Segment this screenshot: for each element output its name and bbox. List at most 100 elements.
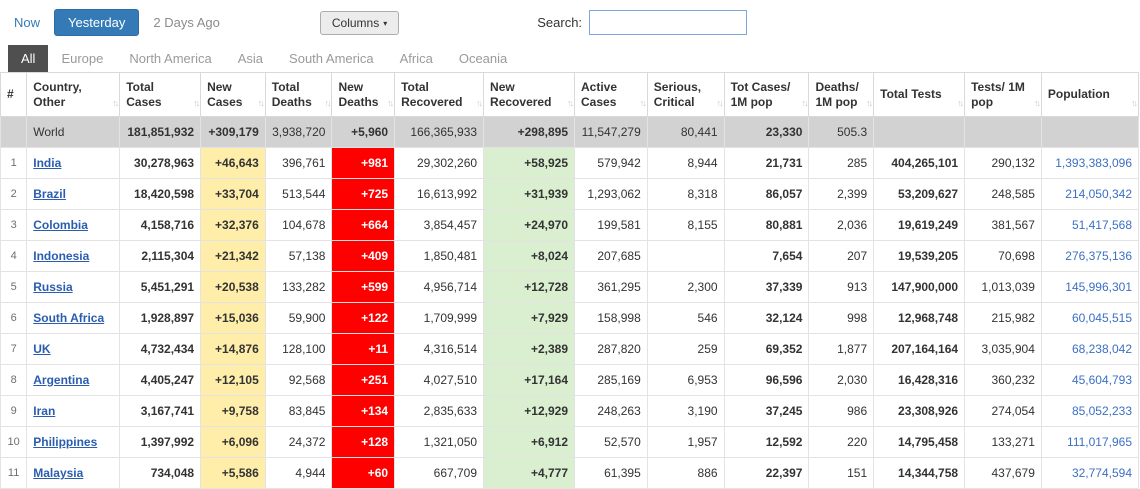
tab-europe[interactable]: Europe bbox=[61, 51, 104, 66]
col-header-new-recovered[interactable]: New Recovered ↑↓ bbox=[483, 72, 575, 117]
country-link[interactable]: Indonesia bbox=[33, 249, 90, 263]
col-header-total-recovered[interactable]: Total Recovered ↑↓ bbox=[394, 72, 485, 117]
col-header-total-deaths[interactable]: Total Deaths ↑↓ bbox=[264, 72, 333, 117]
country-link[interactable]: Iran bbox=[33, 404, 56, 418]
cell-new-deaths: +134 bbox=[331, 395, 396, 427]
cell-active-cases: 361,295 bbox=[574, 271, 648, 303]
cell-serious-critical: 6,953 bbox=[646, 364, 725, 396]
table-row: 10 Philippines 1,397,992 +6,096 24,372 +128 1,… bbox=[0, 426, 1140, 458]
cell-population: 1,393,383,096 bbox=[1040, 147, 1140, 179]
cell-active-cases: 287,820 bbox=[574, 333, 648, 365]
cell-new-recovered: +2,389 bbox=[483, 333, 575, 365]
tab-all[interactable]: All bbox=[8, 45, 49, 72]
col-header-deaths-per-1m[interactable]: Deaths/ 1M pop ↑↓ bbox=[808, 72, 875, 117]
sort-icon[interactable]: ↑↓ bbox=[387, 97, 394, 108]
sort-icon[interactable]: ↑↓ bbox=[801, 97, 808, 108]
country-link[interactable]: Russia bbox=[33, 280, 73, 294]
col-header-population[interactable]: Population ↑↓ bbox=[1040, 72, 1140, 117]
cell-total-recovered: 1,709,999 bbox=[394, 302, 485, 334]
country-link[interactable]: Malaysia bbox=[33, 466, 84, 480]
col-header-label: New Recovered bbox=[490, 79, 552, 109]
col-header-rank[interactable]: # bbox=[0, 72, 28, 117]
sort-icon[interactable]: ↑↓ bbox=[716, 97, 724, 108]
sort-icon[interactable]: ↑↓ bbox=[257, 97, 265, 108]
cell-country: UK bbox=[26, 333, 121, 365]
two-days-ago-link[interactable]: 2 Days Ago bbox=[153, 15, 220, 30]
cell-serious-critical: 8,944 bbox=[646, 147, 725, 179]
cell-deaths-per-1m: 913 bbox=[808, 271, 875, 303]
cell-tests-per-1m: 437,679 bbox=[964, 457, 1042, 489]
cell-total-recovered: 166,365,933 bbox=[394, 116, 485, 148]
country-link[interactable]: Colombia bbox=[33, 218, 88, 232]
tab-africa[interactable]: Africa bbox=[399, 51, 433, 66]
cell-cases-per-1m: 80,881 bbox=[723, 209, 810, 241]
cell-cases-per-1m: 7,654 bbox=[723, 240, 810, 272]
cell-new-cases: +21,342 bbox=[200, 240, 266, 272]
cell-total-cases: 4,732,434 bbox=[119, 333, 202, 365]
cell-country: Iran bbox=[26, 395, 121, 427]
tab-oceania[interactable]: Oceania bbox=[458, 51, 508, 66]
cell-total-tests: 23,308,926 bbox=[873, 395, 966, 427]
cell-total-tests: 147,900,000 bbox=[873, 271, 966, 303]
cell-new-deaths: +128 bbox=[331, 426, 396, 458]
sort-icon[interactable]: ↑↓ bbox=[324, 97, 331, 108]
country-link[interactable]: India bbox=[33, 156, 62, 170]
sort-icon[interactable]: ↑↓ bbox=[1131, 97, 1138, 108]
sort-icon[interactable]: ↑↓ bbox=[866, 97, 873, 108]
cell-total-recovered: 4,316,514 bbox=[394, 333, 485, 365]
cell-deaths-per-1m: 998 bbox=[808, 302, 875, 334]
table-row: 3 Colombia 4,158,716 +32,376 104,678 +664 3,85… bbox=[0, 209, 1140, 241]
col-header-new-deaths[interactable]: New Deaths ↑↓ bbox=[331, 72, 396, 117]
cell-new-cases: +15,036 bbox=[200, 302, 266, 334]
cell-active-cases: 207,685 bbox=[574, 240, 648, 272]
col-header-label: Tests/ 1M pop bbox=[971, 79, 1025, 109]
country-link[interactable]: Brazil bbox=[33, 187, 66, 201]
col-header-serious-critical[interactable]: Serious, Critical ↑↓ bbox=[646, 72, 725, 117]
cell-serious-critical: 1,957 bbox=[646, 426, 725, 458]
cell-country: Indonesia bbox=[26, 240, 121, 272]
sort-icon[interactable]: ↑↓ bbox=[639, 97, 647, 108]
cell-total-cases: 30,278,963 bbox=[119, 147, 202, 179]
country-link[interactable]: UK bbox=[33, 342, 51, 356]
cell-tests-per-1m: 215,982 bbox=[964, 302, 1042, 334]
country-link[interactable]: South Africa bbox=[33, 311, 105, 325]
col-header-total-tests[interactable]: Total Tests ↑↓ bbox=[873, 72, 966, 117]
sort-icon[interactable]: ↑↓ bbox=[567, 97, 574, 108]
tab-north-america[interactable]: North America bbox=[129, 51, 212, 66]
covid-stats-table: # Country, Other ↑↓ Total Cases ↑↓ New Cases ↑… bbox=[0, 72, 1140, 489]
country-link[interactable]: Philippines bbox=[33, 435, 98, 449]
cell-total-cases: 1,397,992 bbox=[119, 426, 202, 458]
cell-new-recovered: +12,728 bbox=[483, 271, 575, 303]
yesterday-button[interactable]: Yesterday bbox=[54, 9, 140, 36]
tab-asia[interactable]: Asia bbox=[237, 51, 264, 66]
cell-deaths-per-1m: 2,036 bbox=[808, 209, 875, 241]
columns-dropdown-button[interactable]: Columns ▾ bbox=[319, 10, 400, 35]
cell-rank: 10 bbox=[0, 426, 28, 458]
cell-population: 45,604,793 bbox=[1040, 364, 1140, 396]
sort-icon[interactable]: ↑↓ bbox=[957, 97, 964, 108]
col-header-tests-per-1m[interactable]: Tests/ 1M pop ↑↓ bbox=[964, 72, 1042, 117]
col-header-new-cases[interactable]: New Cases ↑↓ bbox=[200, 72, 266, 117]
col-header-active-cases[interactable]: Active Cases ↑↓ bbox=[574, 72, 648, 117]
search-input[interactable] bbox=[589, 10, 748, 35]
world-row: World 181,851,932 +309,179 3,938,720 +5,960 1… bbox=[0, 116, 1140, 148]
col-header-cases-per-1m[interactable]: Tot Cases/ 1M pop ↑↓ bbox=[723, 72, 810, 117]
col-header-total-cases[interactable]: Total Cases ↑↓ bbox=[119, 72, 202, 117]
sort-icon[interactable]: ↑↓ bbox=[1033, 97, 1041, 108]
sort-icon[interactable]: ↑↓ bbox=[476, 97, 483, 108]
tab-south-america[interactable]: South America bbox=[289, 51, 374, 66]
sort-icon[interactable]: ↑↓ bbox=[193, 97, 200, 108]
cell-total-deaths: 4,944 bbox=[264, 457, 333, 489]
cell-total-deaths: 59,900 bbox=[264, 302, 333, 334]
cell-serious-critical: 8,318 bbox=[646, 178, 725, 210]
col-header-country[interactable]: Country, Other ↑↓ bbox=[26, 72, 121, 117]
cell-new-deaths: +11 bbox=[331, 333, 396, 365]
cell-new-deaths: +251 bbox=[331, 364, 396, 396]
sort-icon[interactable]: ↑↓ bbox=[112, 97, 119, 108]
col-header-label: Active Cases bbox=[581, 79, 618, 109]
col-header-label: Country, Other bbox=[33, 79, 82, 109]
country-link[interactable]: Argentina bbox=[33, 373, 90, 387]
cell-total-deaths: 57,138 bbox=[264, 240, 333, 272]
col-header-label: Total Deaths bbox=[271, 79, 312, 109]
now-link[interactable]: Now bbox=[14, 15, 41, 30]
